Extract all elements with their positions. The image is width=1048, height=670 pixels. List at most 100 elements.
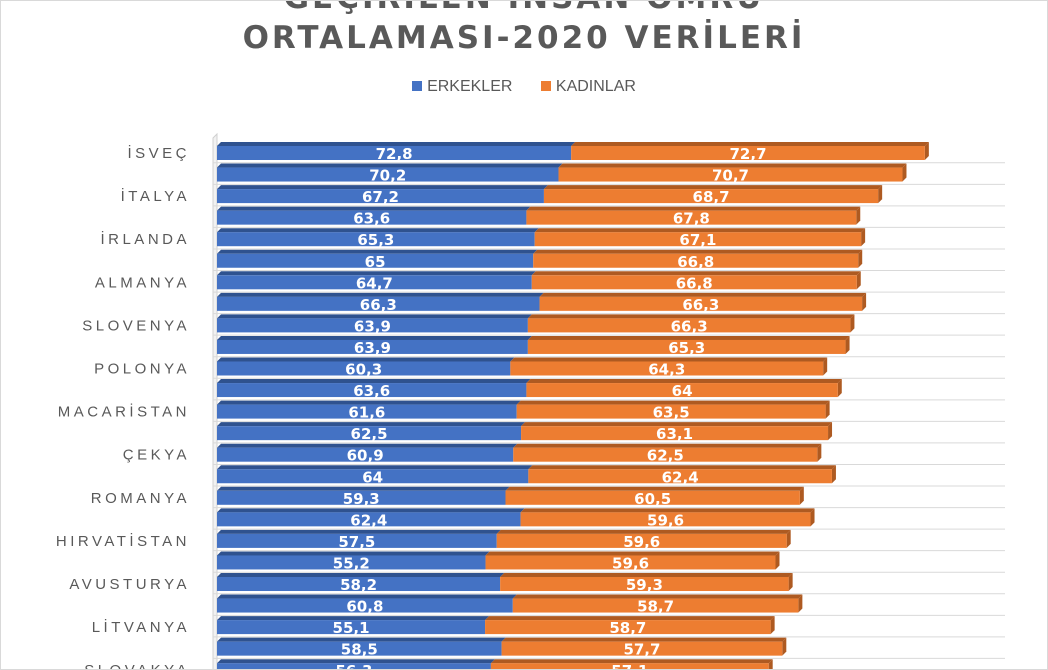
bar-erkekler [217, 146, 572, 160]
data-label-erkekler: 58,5 [341, 641, 378, 659]
category-label: SLOVENYA [82, 317, 190, 334]
bar-top-kadinlar [516, 400, 830, 405]
legend-item-kadinlar: KADINLAR [540, 78, 636, 95]
bar-side [837, 379, 842, 398]
category-label: İRLANDA [100, 230, 190, 248]
data-label-kadinlar: 67,8 [673, 210, 710, 228]
bar-erkekler [217, 189, 544, 204]
bar-erkekler [217, 361, 511, 376]
bar-side [823, 357, 828, 376]
bar-top-erkekler [217, 594, 517, 599]
data-label-kadinlar: 72,7 [730, 145, 767, 163]
bar-erkekler [217, 232, 535, 247]
data-label-erkekler: 63,9 [354, 339, 391, 357]
bar-top-erkekler [217, 228, 539, 233]
bar-side [828, 422, 833, 441]
bar-side [858, 249, 863, 268]
chart-title-line-2: ORTALAMASI-2020 VERİLERİ [242, 20, 806, 56]
bar-top-erkekler [217, 486, 510, 491]
bar-erkekler [217, 253, 534, 268]
legend: ERKEKLER KADINLAR [0, 78, 1048, 96]
bar-top-kadinlar [571, 142, 929, 146]
category-label: LİTVANYA [92, 618, 190, 636]
bar-side [862, 292, 867, 311]
data-label-erkekler: 65,3 [357, 231, 394, 249]
bar-top-erkekler [217, 292, 544, 297]
data-label-erkekler: 60,8 [346, 598, 383, 616]
bar-top-kadinlar [512, 594, 803, 599]
category-label: MACARİSTAN [58, 403, 190, 421]
data-label-kadinlar: 66,3 [682, 296, 719, 314]
bar-erkekler [217, 426, 522, 441]
data-label-erkekler: 60,3 [345, 361, 382, 379]
bar-top-kadinlar [539, 292, 867, 297]
legend-label-kadinlar: KADINLAR [555, 78, 636, 95]
bar-kadinlar [539, 296, 863, 311]
data-label-kadinlar: 68,7 [693, 188, 730, 206]
data-label-kadinlar: 65,3 [668, 339, 705, 357]
bar-side [850, 314, 855, 333]
data-label-erkekler: 55,2 [333, 554, 370, 572]
bar-top-kadinlar [521, 422, 833, 427]
data-label-kadinlar: 59,6 [647, 511, 684, 529]
bar-top-kadinlar [526, 206, 861, 211]
bar-erkekler [217, 512, 521, 527]
bar-side [799, 486, 804, 505]
bar-top-kadinlar [527, 335, 850, 340]
data-label-kadinlar: 66,8 [676, 274, 713, 292]
bar-side [924, 142, 929, 160]
data-label-erkekler: 63,9 [354, 317, 391, 335]
bar-top-erkekler [217, 400, 521, 405]
data-label-erkekler: 55,1 [333, 619, 370, 637]
bar-kadinlar [500, 577, 789, 591]
bar-erkekler [217, 469, 529, 484]
data-label-kadinlar: 62,4 [662, 468, 699, 486]
bar-top-kadinlar [510, 357, 828, 362]
bar-erkekler [217, 339, 528, 354]
bar-erkekler [217, 275, 532, 290]
bar-erkekler [217, 296, 540, 311]
bar-top-kadinlar [531, 271, 861, 276]
bar-erkekler [217, 663, 491, 670]
bar-side [768, 659, 773, 670]
bar-top-kadinlar [485, 616, 775, 621]
data-label-erkekler: 64,7 [356, 274, 393, 292]
bar-kadinlar [490, 663, 769, 670]
data-label-kadinlar: 64,3 [648, 361, 685, 379]
data-label-kadinlar: 57,1 [611, 662, 648, 670]
legend-item-erkekler: ERKEKLER [412, 78, 512, 95]
bar-kadinlar [501, 641, 783, 656]
bar-top-erkekler [217, 529, 501, 534]
bar-kadinlar [510, 361, 824, 376]
bar-kadinlar [527, 318, 851, 333]
bar-top-erkekler [217, 637, 506, 642]
legend-label-erkekler: ERKEKLER [427, 78, 513, 95]
bar-side [831, 465, 836, 484]
bar-erkekler [217, 490, 506, 505]
bar-top-erkekler [217, 163, 563, 168]
bar-kadinlar [526, 210, 857, 225]
category-label: İSVEÇ [127, 144, 190, 162]
bar-side [902, 163, 907, 182]
bar-erkekler [217, 620, 486, 635]
bar-top-erkekler [217, 659, 495, 664]
data-label-kadinlar: 66,8 [677, 253, 714, 271]
data-label-kadinlar: 62,5 [647, 447, 684, 465]
bar-kadinlar [512, 598, 799, 613]
data-label-erkekler: 58,2 [340, 576, 377, 594]
bar-top-kadinlar [496, 529, 791, 534]
bar-top-erkekler [217, 142, 576, 146]
data-label-kadinlar: 57,7 [623, 641, 660, 659]
bar-top-erkekler [217, 271, 536, 276]
data-label-erkekler: 57,5 [338, 533, 375, 551]
bar-kadinlar [534, 232, 862, 247]
bar-side [770, 616, 775, 635]
category-label: İTALYA [121, 187, 190, 205]
bar-top-erkekler [217, 551, 490, 556]
bar-top-kadinlar [485, 551, 780, 556]
bar-top-kadinlar [534, 228, 866, 233]
category-label: HIRVATİSTAN [56, 532, 190, 550]
bar-side [782, 637, 787, 656]
bar-top-kadinlar [533, 249, 863, 254]
data-label-kadinlar: 64 [672, 382, 693, 400]
